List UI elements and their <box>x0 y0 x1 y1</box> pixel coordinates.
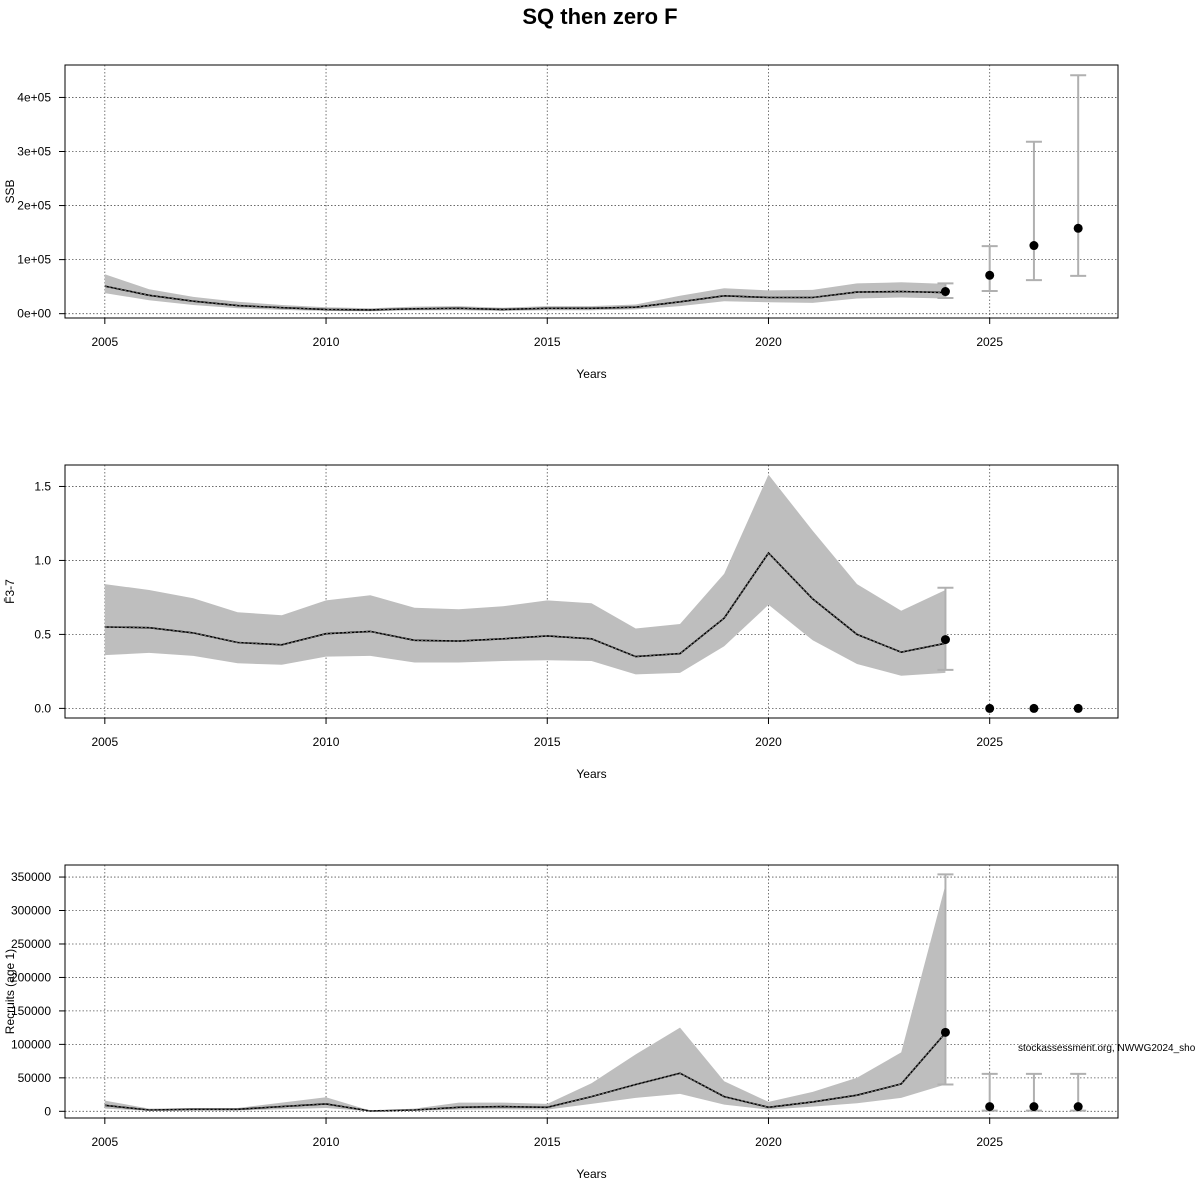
forecast-point <box>1029 703 1039 713</box>
panel-2: 2005 2010 2015 2020 2025 0.0 0.5 1.0 1.5 Years F̄3… <box>3 464 1119 781</box>
estimate-line-dotted <box>104 552 946 658</box>
watermark-text: stockassessment.org, NWWG2024_sho <box>1018 1043 1196 1054</box>
forecast-point <box>1073 223 1083 233</box>
y-tick-label: 300000 <box>11 904 51 918</box>
x-tick-label: 2015 <box>534 735 561 749</box>
y-tick-label: 0 <box>44 1104 51 1118</box>
forecast-point <box>1073 1102 1083 1112</box>
y-axis-label: F̄3-7 <box>3 579 17 604</box>
y-tick-label: 3e+05 <box>17 144 51 158</box>
x-tick-label: 2020 <box>755 1135 782 1149</box>
x-tick-label: 2005 <box>91 1135 118 1149</box>
y-tick-label: 1.0 <box>34 553 51 567</box>
y-tick-label: 2e+05 <box>17 199 51 213</box>
y-tick-label: 250000 <box>11 937 51 951</box>
x-axis-label: Years <box>576 767 606 781</box>
x-tick-label: 2005 <box>91 335 118 349</box>
x-axis-label: Years <box>576 367 606 381</box>
forecast-point <box>1029 241 1039 251</box>
y-tick-label: 0.0 <box>34 701 51 715</box>
x-tick-label: 2015 <box>534 1135 561 1149</box>
forecast-point <box>1029 1102 1039 1112</box>
confidence-band <box>104 474 946 676</box>
plot-frame <box>64 64 1119 319</box>
panel-3: 2005 2010 2015 2020 2025 0 50000 100000 150000 20… <box>3 864 1119 1181</box>
y-tick-label: 1.5 <box>34 479 51 493</box>
confidence-band <box>104 885 946 1112</box>
x-tick-label: 2020 <box>755 335 782 349</box>
chart-panels: 2005 2010 2015 2020 2025 0e+00 1e+05 2e+05 3e+05… <box>3 64 1119 1181</box>
plot-frame <box>64 864 1119 1119</box>
x-tick-label: 2025 <box>976 335 1003 349</box>
y-tick-label: 0e+00 <box>17 307 51 321</box>
y-axis-label: Recruits (age 1) <box>3 949 17 1034</box>
panel-1: 2005 2010 2015 2020 2025 0e+00 1e+05 2e+05 3e+05… <box>3 64 1119 381</box>
y-tick-label: 4e+05 <box>17 90 51 104</box>
y-tick-label: 350000 <box>11 870 51 884</box>
chart-title: SQ then zero F <box>522 4 677 29</box>
y-tick-label: 200000 <box>11 970 51 984</box>
x-tick-label: 2025 <box>976 1135 1003 1149</box>
forecast-point <box>985 1102 995 1112</box>
y-tick-label: 150000 <box>11 1004 51 1018</box>
x-tick-label: 2010 <box>313 1135 340 1149</box>
y-tick-label: 50000 <box>18 1071 52 1085</box>
forecast-point <box>985 703 995 713</box>
plot-frame <box>64 464 1119 719</box>
estimate-line-dotted <box>104 285 946 311</box>
forecast-point <box>940 287 950 297</box>
x-tick-label: 2010 <box>313 735 340 749</box>
x-tick-label: 2005 <box>91 735 118 749</box>
forecast-point <box>1073 703 1083 713</box>
y-axis-label: SSB <box>3 179 17 203</box>
x-axis-label: Years <box>576 1167 606 1181</box>
x-tick-label: 2015 <box>534 335 561 349</box>
forecast-point <box>940 635 950 645</box>
x-tick-label: 2025 <box>976 735 1003 749</box>
x-tick-label: 2020 <box>755 735 782 749</box>
x-tick-label: 2010 <box>313 335 340 349</box>
forecast-point <box>940 1027 950 1037</box>
y-tick-label: 1e+05 <box>17 253 51 267</box>
estimate-line-dotted <box>104 1032 946 1112</box>
forecast-point <box>985 270 995 280</box>
y-tick-label: 0.5 <box>34 627 51 641</box>
y-tick-label: 100000 <box>11 1037 51 1051</box>
confidence-band <box>104 274 946 312</box>
